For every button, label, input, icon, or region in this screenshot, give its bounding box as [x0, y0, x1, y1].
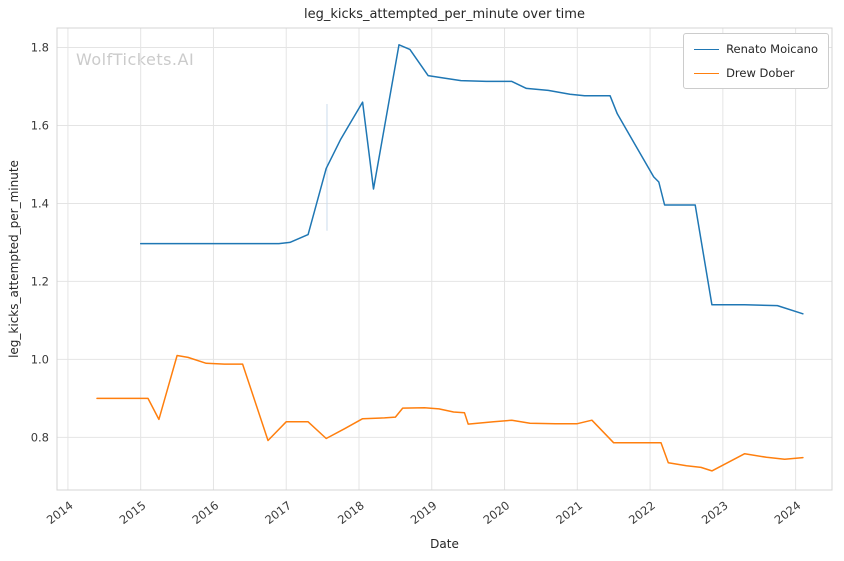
legend-line-sample: [694, 48, 720, 50]
legend: Renato Moicano Drew Dober: [683, 33, 829, 89]
legend-item: Drew Dober: [694, 66, 818, 80]
legend-label: Drew Dober: [726, 66, 795, 80]
x-tick-label: 2014: [44, 498, 76, 527]
y-tick-label: 1.6: [31, 118, 49, 132]
y-tick-label: 1.4: [31, 196, 49, 210]
x-tick-label: 2019: [408, 498, 440, 527]
y-tick-label: 1.2: [31, 274, 49, 288]
y-tick-label: 1.8: [31, 40, 49, 54]
x-tick-label: 2024: [772, 498, 804, 527]
series-line-renato-moicano: [139, 44, 804, 315]
plot-border: [56, 27, 833, 491]
y-tick-label: 0.8: [31, 430, 49, 444]
legend-item: Renato Moicano: [694, 42, 818, 56]
x-tick-label: 2020: [481, 498, 513, 527]
x-tick-label: 2018: [335, 498, 367, 527]
x-tick-label: 2021: [553, 498, 585, 527]
series-line-drew-dober: [96, 354, 804, 472]
chart-title: leg_kicks_attempted_per_minute over time: [304, 7, 585, 22]
x-tick-label: 2023: [699, 498, 731, 527]
x-tick-label: 2022: [626, 498, 658, 527]
x-tick-label: 2017: [262, 498, 294, 527]
x-tick-label: 2016: [189, 498, 221, 527]
x-tick-label: 2015: [117, 498, 149, 527]
y-axis-label: leg_kicks_attempted_per_minute: [7, 160, 21, 358]
y-tick-label: 1.0: [31, 352, 49, 366]
x-axis-label: Date: [430, 537, 459, 551]
watermark: WolfTickets.AI: [76, 50, 195, 69]
legend-label: Renato Moicano: [726, 42, 818, 56]
legend-line-sample: [694, 72, 720, 74]
